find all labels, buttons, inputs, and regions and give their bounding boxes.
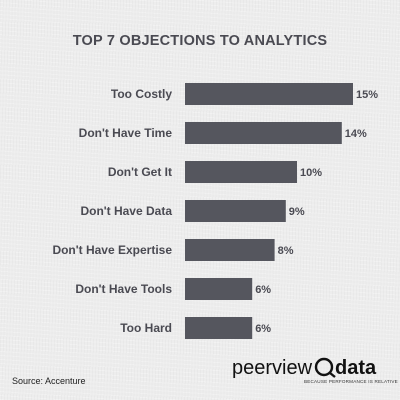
source-note: Source: Accenture: [12, 376, 86, 386]
logo-word-right: data: [335, 357, 377, 379]
bar: [185, 278, 253, 300]
bar: [185, 83, 353, 105]
category-label: Too Costly: [111, 87, 172, 101]
category-label: Don't Have Data: [80, 204, 172, 218]
logo-ring-tail: [329, 372, 336, 378]
logo-ring-icon: [314, 357, 334, 377]
category-label: Don't Have Tools: [75, 282, 172, 296]
chart-title: TOP 7 OBJECTIONS TO ANALYTICS: [72, 33, 328, 49]
category-label: Don't Have Expertise: [52, 243, 172, 257]
bar: [185, 122, 342, 144]
value-label: 6%: [255, 284, 271, 296]
category-label: Too Hard: [120, 321, 172, 335]
value-label: 10%: [300, 167, 322, 179]
value-label: 14%: [345, 128, 367, 140]
logo-word-left: peerview: [232, 357, 313, 379]
value-label: 15%: [356, 89, 378, 101]
value-label: 6%: [255, 323, 271, 335]
bar: [185, 239, 275, 261]
bar: [185, 200, 286, 222]
value-label: 8%: [278, 245, 294, 257]
bar: [185, 161, 297, 183]
bar: [185, 317, 253, 339]
logo-tagline: BECAUSE PERFORMANCE IS RELATIVE: [304, 379, 398, 384]
value-label: 9%: [289, 206, 305, 218]
category-label: Don't Get It: [108, 165, 172, 179]
peerview-data-logo: peerview data BECAUSE PERFORMANCE IS REL…: [232, 352, 398, 392]
logo-graphic: peerview data: [232, 357, 377, 379]
category-label: Don't Have Time: [79, 126, 173, 140]
